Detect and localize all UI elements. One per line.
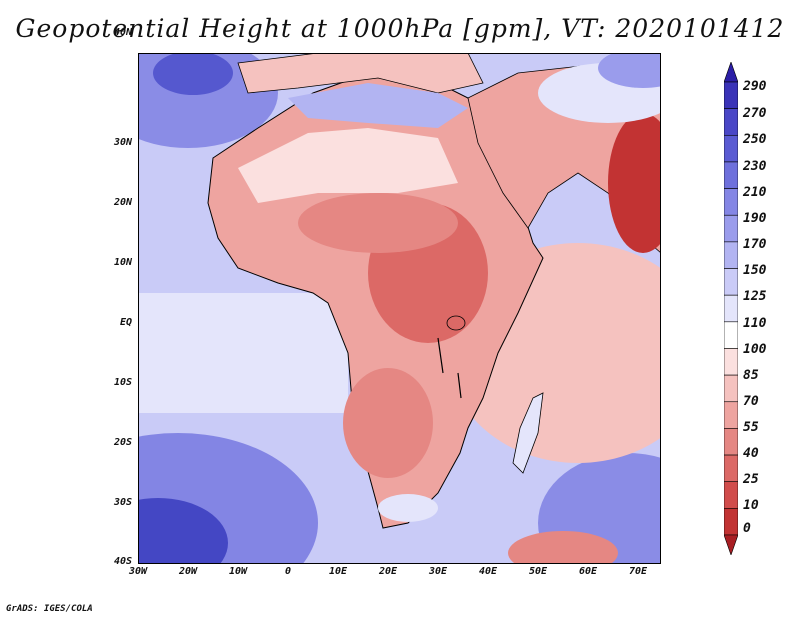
grads-credit: GrADS: IGES/COLA [6,604,93,614]
colorbar-label-110: 110 [743,316,767,331]
lat-label-10s: 10S [113,377,132,388]
lon-label-70e: 70E [628,566,648,577]
colorbar-label-250: 250 [743,132,767,147]
lake-tanganyika [437,337,444,374]
colorbar-segment [724,108,738,136]
colorbar-segment [724,294,738,323]
tropical-ocean-band [138,293,348,413]
lon-label-50e: 50E [528,566,548,577]
map-title: Geopotential Height at 1000hPa [gpm], VT… [15,14,785,43]
colorbar-segment [724,188,738,216]
colorbar-label-290: 290 [743,79,767,94]
colorbar-label-85: 85 [743,368,759,383]
india-low [608,113,661,253]
colorbar-label-125: 125 [743,289,767,304]
lat-label-10n: 10N [113,257,132,268]
colorbar-label-270: 270 [743,106,767,121]
lon-label-20e: 20E [378,566,398,577]
lake-victoria [446,315,466,331]
southern-africa-low [343,368,433,478]
colorbar-label-190: 190 [743,211,767,226]
lat-label-20s: 20S [113,437,132,448]
colorbar-segment [724,401,738,429]
colorbar-label-25: 25 [743,472,759,487]
lon-label-10e: 10E [328,566,348,577]
lat-label-eq: EQ [119,317,132,328]
colorbar-segment [724,428,738,456]
ocean-high-sw-core [138,498,228,564]
colorbar-label-100: 100 [743,342,767,357]
colorbar-label-210: 210 [743,185,767,200]
colorbar-segment [724,161,738,189]
colorbar-segment [724,508,738,536]
mediterranean-sea [288,83,468,128]
south-ocean-low [508,531,618,564]
colorbar-segment [724,348,738,376]
colorbar [724,62,738,555]
lon-label-10w: 10W [228,566,248,577]
colorbar-segment [724,81,738,109]
colorbar-segment [724,268,738,296]
colorbar-label-0: 0 [743,521,751,536]
sahel-low [298,193,458,253]
colorbar-label-150: 150 [743,263,767,278]
colorbar-label-10: 10 [743,498,759,513]
colorbar-segment [724,214,738,243]
geopotential-field [138,53,661,564]
colorbar-label-40: 40 [743,446,759,461]
lon-label-60e: 60E [578,566,598,577]
colorbar-segment [724,62,738,83]
colorbar-segment [724,134,738,163]
colorbar-label-170: 170 [743,237,767,252]
lon-label-30w: 30W [128,566,148,577]
colorbar-label-55: 55 [743,420,759,435]
colorbar-segment [724,241,738,269]
ocean-high-nw-core [153,53,233,95]
colorbar-segment [724,454,738,483]
lat-label-30n: 30N [113,137,132,148]
sahara-low-zone [238,128,458,203]
lake-malawi [457,372,462,399]
colorbar-segment [724,374,738,403]
colorbar-segment [724,321,738,349]
colorbar-label-230: 230 [743,159,767,174]
colorbar-label-70: 70 [743,394,759,409]
lon-label-20w: 20W [178,566,198,577]
lat-label-40s: 40S [113,556,132,567]
colorbar-segment [724,481,738,509]
south-africa-high [378,494,438,522]
lon-label-0: 0 [284,566,292,577]
madagascar [512,392,544,474]
lat-label-40n: 40N [113,27,132,38]
lat-label-20n: 20N [113,197,132,208]
colorbar-segment [724,534,738,555]
lat-label-30s: 30S [113,497,132,508]
lon-label-30e: 30E [428,566,448,577]
map-plot-area[interactable] [138,53,661,564]
central-asia-high [598,53,661,88]
lon-label-40e: 40E [478,566,498,577]
